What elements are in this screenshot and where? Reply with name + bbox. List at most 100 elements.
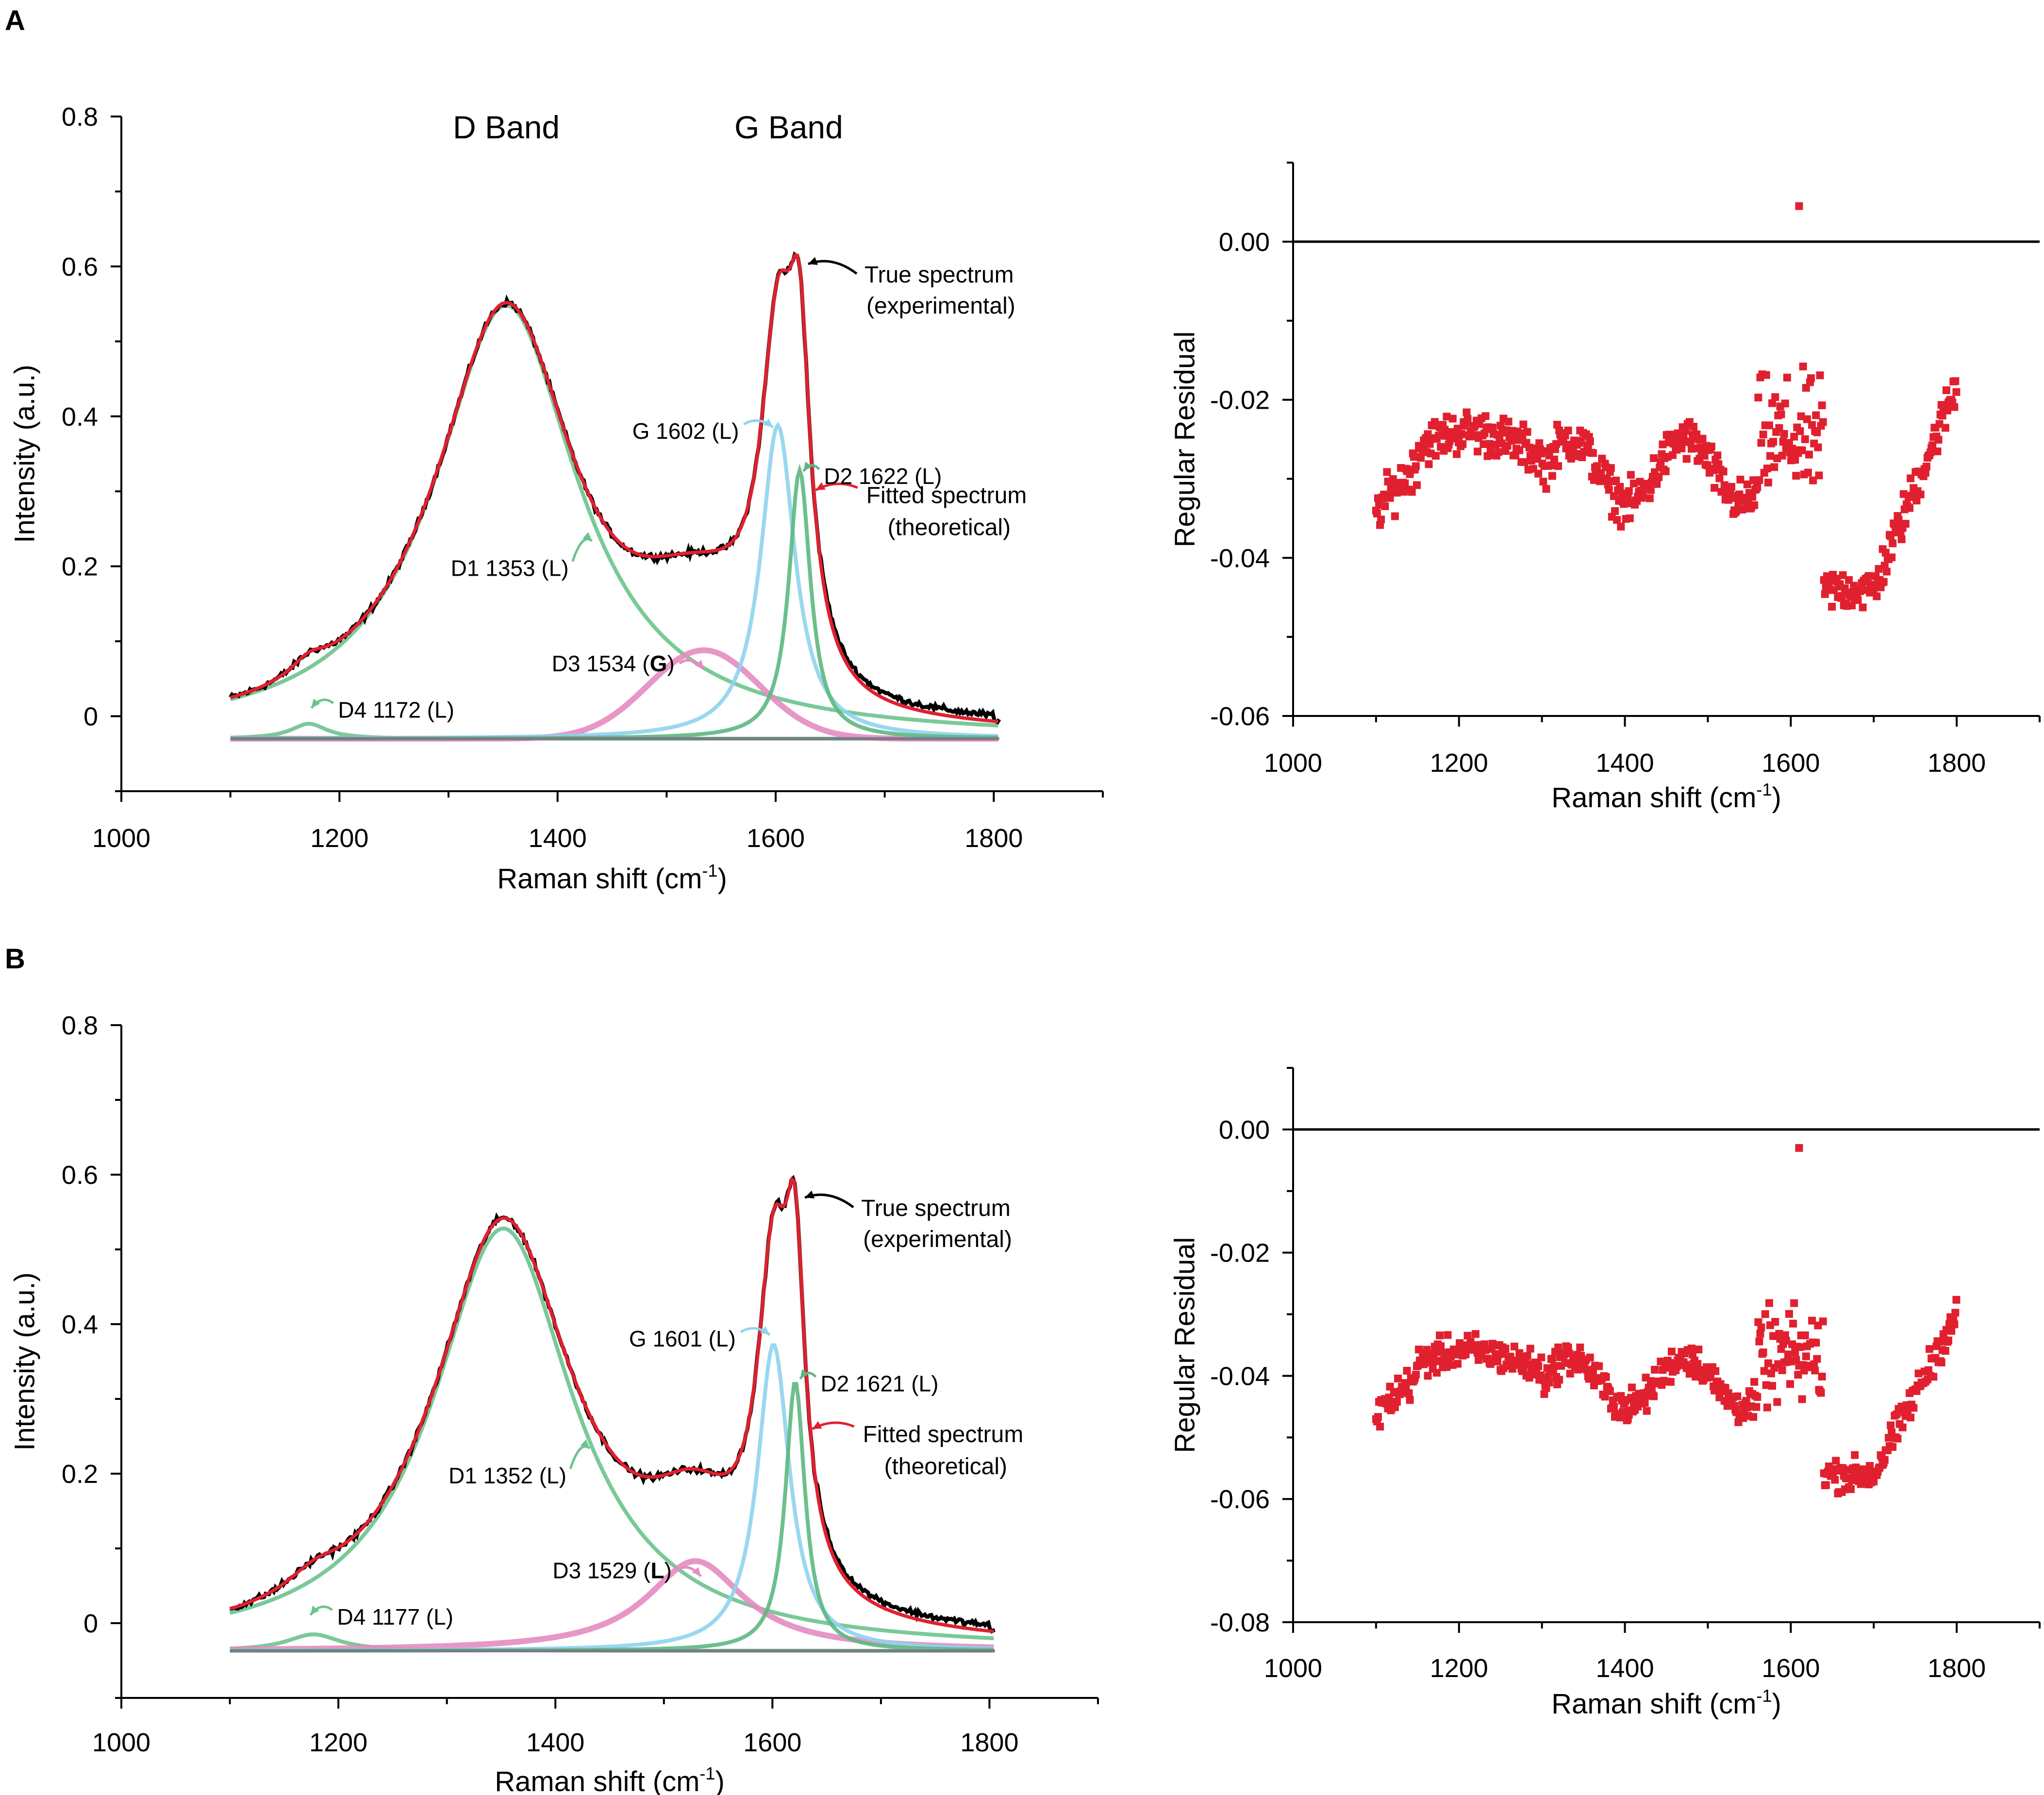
residual-a-point xyxy=(1809,476,1817,484)
residual-a-point xyxy=(1653,480,1661,488)
residual-a-point xyxy=(1941,424,1949,432)
raman-a-x-tick-label: 1000 xyxy=(92,824,150,853)
raman-a-x-tick-label: 1800 xyxy=(964,824,1023,853)
raman-b-label-d2: D2 1621 (L) xyxy=(821,1371,939,1396)
residual-b-point xyxy=(1757,1323,1765,1331)
residual-a-point xyxy=(1452,450,1461,458)
residual-b-point xyxy=(1510,1343,1518,1351)
residual-b-y-tick-label: 0.00 xyxy=(1219,1115,1270,1145)
residual-b-point xyxy=(1440,1348,1448,1357)
residual-a-point xyxy=(1770,463,1778,471)
residual-b-point xyxy=(1755,1337,1763,1346)
residual-b-x-axis-label: Raman shift (cm-1) xyxy=(1551,1686,1781,1720)
residual-b-point xyxy=(1406,1396,1414,1404)
residual-b-point xyxy=(1811,1366,1819,1375)
residual-a-point xyxy=(1589,449,1597,457)
residual-b-point xyxy=(1944,1336,1953,1345)
raman-b-peak-d1 xyxy=(229,1226,994,1641)
residual-b-point xyxy=(1761,1310,1769,1318)
residual-b-point xyxy=(1765,1299,1773,1307)
panel-label-b: B xyxy=(5,943,25,975)
residual-b-point xyxy=(1564,1343,1572,1351)
residual-a-point xyxy=(1520,458,1529,466)
raman-b-peak-d3 xyxy=(230,1558,994,1652)
residual-a-point xyxy=(1707,442,1715,450)
residual-b-point xyxy=(1813,1355,1821,1363)
residual-a-x-tick-label: 1800 xyxy=(1928,748,1986,778)
residual-a-point xyxy=(1550,455,1558,464)
residual-a-point xyxy=(1443,413,1451,421)
residual-a-x-tick-label: 1000 xyxy=(1264,748,1322,778)
residual-a-point xyxy=(1801,435,1809,443)
residual-b-point xyxy=(1376,1423,1384,1431)
residual-a-point xyxy=(1535,439,1544,448)
residual-b-point xyxy=(1494,1357,1502,1365)
residual-a-y-tick-label: 0.00 xyxy=(1219,228,1270,257)
raman-b-label-d1: D1 1352 (L) xyxy=(449,1463,566,1488)
residual-a-point xyxy=(1755,476,1763,484)
residual-b-point xyxy=(1763,1403,1771,1412)
residual-a-point xyxy=(1481,412,1490,420)
residual-b-point xyxy=(1798,1395,1806,1403)
residual-a-point xyxy=(1732,507,1741,515)
residual-b-point xyxy=(1374,1413,1382,1421)
residual-a-point xyxy=(1763,465,1771,473)
residual-a-point xyxy=(1795,202,1803,210)
residual-b-point xyxy=(1752,1403,1761,1411)
residual-b-point xyxy=(1405,1389,1413,1397)
residual-a-point xyxy=(1749,476,1758,484)
residual-b-point xyxy=(1773,1398,1781,1406)
residual-a-point xyxy=(1417,454,1425,462)
residual-a-point xyxy=(1627,471,1635,479)
residual-b-point xyxy=(1650,1392,1658,1400)
residual-b-point xyxy=(1454,1360,1462,1368)
residual-a-point xyxy=(1495,448,1503,456)
residual-b-point xyxy=(1555,1376,1563,1384)
residual-a-point xyxy=(1950,403,1959,411)
residual-a-point xyxy=(1821,590,1829,598)
raman-b-label-arrow-d1 xyxy=(569,1445,591,1469)
raman-a-x-tick-label: 1200 xyxy=(310,824,368,853)
residual-b-point xyxy=(1403,1366,1411,1375)
raman-a-x-tick-label: 1400 xyxy=(529,824,587,853)
residual-a-point xyxy=(1889,539,1897,548)
residual-a-point xyxy=(1645,494,1654,502)
raman-b-label-arrow-d3-head xyxy=(692,1567,701,1577)
residual-b-point xyxy=(1641,1398,1649,1407)
raman-a-y-tick-label: 0.8 xyxy=(62,102,98,132)
residual-b-point xyxy=(1550,1362,1558,1370)
residual-a-point xyxy=(1625,487,1633,495)
residual-chart-a: 1000 1200 1400 1600 1800 -0.06 -0.04 -0.02 0.00 R… xyxy=(1169,162,2041,814)
raman-b-label-arrow-g-head xyxy=(760,1326,770,1335)
residual-b-point xyxy=(1444,1331,1452,1339)
raman-b-x-tick-label: 1600 xyxy=(743,1728,801,1757)
residual-b-point xyxy=(1753,1393,1761,1401)
residual-b-point xyxy=(1561,1359,1569,1367)
residual-a-x-tick-label: 1200 xyxy=(1430,748,1488,778)
residual-a-point xyxy=(1736,476,1745,484)
residual-a-point xyxy=(1928,441,1937,449)
residual-a-point xyxy=(1690,423,1698,431)
residual-a-point xyxy=(1504,417,1512,426)
residual-b-point xyxy=(1832,1457,1840,1465)
residual-a-point xyxy=(1383,468,1391,476)
residual-a-point xyxy=(1912,497,1921,505)
residual-a-x-tick-label: 1600 xyxy=(1761,748,1820,778)
residual-a-point xyxy=(1952,388,1961,396)
residual-a-point xyxy=(1808,421,1816,429)
residual-b-point xyxy=(1534,1362,1543,1370)
residual-a-point xyxy=(1711,484,1719,492)
residual-a-point xyxy=(1888,553,1896,562)
raman-a-peak-d1 xyxy=(230,303,998,728)
raman-b-label-d3: D3 1529 (L) xyxy=(552,1558,671,1583)
residual-a-point xyxy=(1612,476,1620,484)
residual-a-x-axis-label: Raman shift (cm-1) xyxy=(1551,780,1781,814)
residual-a-point xyxy=(1554,462,1562,470)
residual-b-point xyxy=(1695,1346,1703,1354)
residual-a-point xyxy=(1777,410,1785,418)
residual-a-point xyxy=(1515,446,1524,454)
residual-a-point xyxy=(1646,486,1655,494)
residual-a-point xyxy=(1879,578,1888,586)
residual-a-point xyxy=(1753,483,1761,491)
residual-b-point xyxy=(1929,1373,1938,1381)
